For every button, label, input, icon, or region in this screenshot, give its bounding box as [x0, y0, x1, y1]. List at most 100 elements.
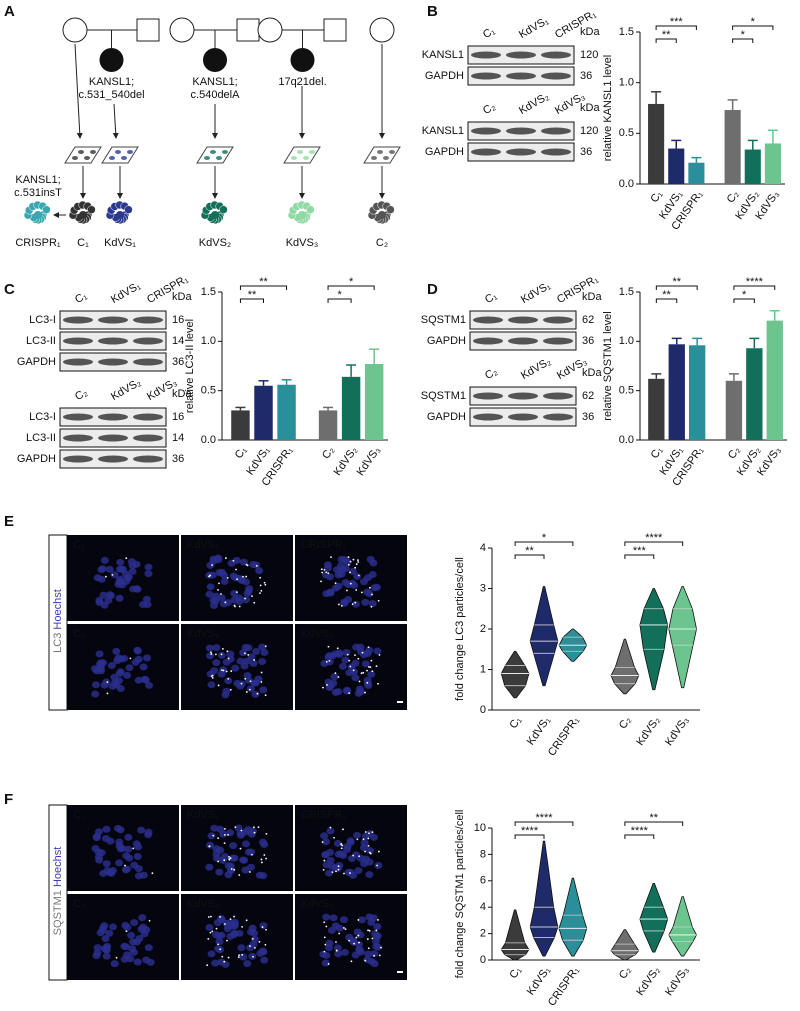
cell [309, 150, 315, 154]
puncta [248, 871, 251, 873]
y-tick-label: 0.5 [619, 127, 634, 139]
puncta [238, 605, 241, 608]
band-size: 36 [582, 411, 594, 423]
stain-name: SQSTM1 [52, 890, 64, 935]
nucleus [100, 556, 109, 564]
nucleus [125, 664, 134, 672]
puncta [367, 837, 370, 840]
violin [639, 883, 669, 953]
variant: 17q21del. [278, 76, 326, 88]
nucleus [226, 650, 235, 658]
nucleus [128, 938, 137, 946]
nucleus [125, 854, 134, 862]
significance: * [337, 289, 342, 301]
puncta [333, 836, 335, 839]
puncta [352, 669, 355, 672]
band [98, 455, 128, 463]
nucleus [368, 571, 377, 579]
nucleus [373, 647, 382, 655]
nucleus [102, 945, 111, 953]
y-tick-label: 0.5 [619, 385, 634, 397]
nucleus [227, 559, 236, 567]
nucleus [361, 660, 370, 668]
nucleus [92, 834, 101, 842]
puncta [235, 568, 237, 571]
cell [78, 150, 84, 154]
nucleus [335, 924, 344, 932]
nucleus [364, 950, 373, 958]
nucleus [325, 869, 334, 877]
nucleus [117, 565, 126, 573]
x-tick-label: C₁ [648, 188, 665, 205]
significance-bracket [327, 285, 375, 290]
puncta [350, 960, 353, 963]
puncta [265, 857, 267, 860]
cell [79, 211, 87, 219]
nucleus [144, 831, 153, 839]
nucleus [205, 644, 214, 652]
lane-label: C₁ [483, 290, 499, 306]
y-tick-label: 3 [480, 582, 486, 594]
puncta [232, 559, 235, 562]
band [98, 316, 128, 324]
bar [648, 378, 665, 440]
significance-bracket [514, 834, 545, 839]
puncta [260, 671, 263, 674]
band-name: LC3-I [29, 314, 56, 326]
nucleus [215, 868, 224, 876]
puncta [221, 647, 224, 650]
puncta [253, 601, 256, 604]
micrograph [295, 535, 407, 621]
puncta [224, 828, 226, 830]
significance-bracket [239, 298, 264, 303]
band [506, 127, 536, 135]
mother [62, 17, 88, 43]
nucleus [250, 935, 259, 943]
micrograph [181, 805, 293, 891]
puncta [239, 847, 242, 850]
puncta [367, 947, 370, 950]
nucleus [344, 595, 353, 603]
significance: * [542, 532, 547, 544]
puncta [221, 955, 224, 958]
puncta [111, 573, 114, 576]
cell [216, 156, 222, 160]
puncta [323, 950, 326, 953]
puncta [366, 669, 368, 672]
puncta [259, 576, 262, 579]
nucleus [366, 555, 375, 563]
nucleus [208, 571, 217, 579]
puncta [362, 671, 365, 674]
variant: KANSL1; [15, 174, 60, 186]
band [543, 316, 573, 324]
puncta [361, 651, 364, 654]
cell [72, 156, 78, 160]
puncta [346, 653, 349, 656]
micrograph [67, 624, 179, 710]
puncta [240, 682, 243, 685]
bar [277, 384, 296, 440]
band [133, 413, 163, 421]
puncta [349, 582, 352, 585]
puncta [245, 919, 248, 922]
x-tick-label: C₂ [320, 445, 337, 462]
cell [121, 156, 127, 160]
puncta [246, 564, 249, 567]
nucleus [367, 670, 376, 678]
band [471, 51, 501, 59]
nucleus [94, 828, 103, 836]
y-tick-label: 0 [480, 954, 486, 966]
puncta [209, 931, 212, 934]
nucleus [144, 944, 153, 952]
puncta [257, 826, 260, 828]
puncta [237, 956, 240, 958]
cell [84, 156, 90, 160]
nucleus [258, 838, 267, 846]
cell [389, 150, 395, 154]
nucleus [252, 648, 261, 656]
band-name: GAPDH [425, 146, 464, 158]
nucleus [95, 650, 104, 658]
puncta [263, 581, 266, 584]
puncta [222, 669, 225, 672]
puncta [255, 565, 258, 567]
